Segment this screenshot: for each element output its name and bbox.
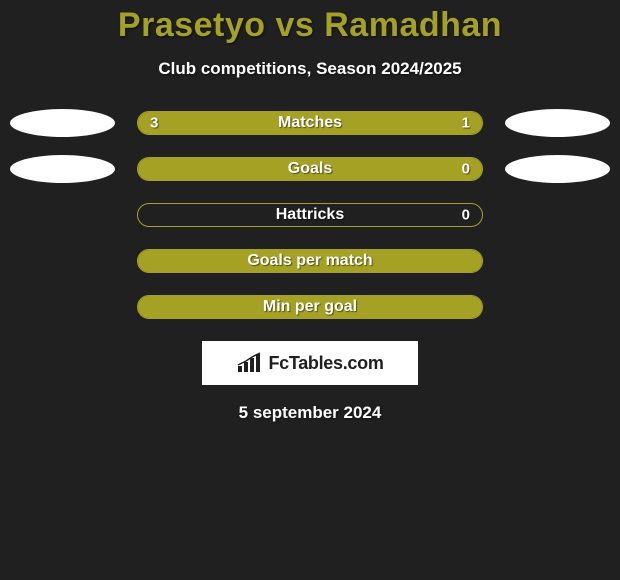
stat-rows-container: Matches31 Goals0 Hattricks0 Goals per match… [0, 111, 620, 319]
stat-row: Min per goal [0, 295, 620, 319]
bar-fill [138, 296, 482, 318]
stat-row: Hattricks0 [0, 203, 620, 227]
date-label: 5 september 2024 [0, 403, 620, 423]
subtitle: Club competitions, Season 2024/2025 [0, 59, 620, 79]
bar-fill-left [138, 112, 396, 134]
player-right-marker [505, 109, 610, 137]
stat-row: Goals per match [0, 249, 620, 273]
stat-bar: Matches31 [137, 111, 483, 135]
stat-bar: Goals per match [137, 249, 483, 273]
bars-icon [236, 352, 264, 374]
logo: FcTables.com [236, 352, 383, 374]
player-left-marker [10, 155, 115, 183]
bar-fill-right [396, 112, 482, 134]
bar-fill [138, 250, 482, 272]
stat-bar: Hattricks0 [137, 203, 483, 227]
stat-bar: Goals0 [137, 157, 483, 181]
stat-row: Matches31 [0, 111, 620, 135]
stat-label: Hattricks [138, 206, 482, 224]
bar-fill [138, 158, 482, 180]
stat-row: Goals0 [0, 157, 620, 181]
logo-box: FcTables.com [202, 341, 418, 385]
player-right-marker [505, 155, 610, 183]
stat-bar: Min per goal [137, 295, 483, 319]
player-left-marker [10, 109, 115, 137]
comparison-infographic: Prasetyo vs Ramadhan Club competitions, … [0, 0, 620, 423]
logo-text: FcTables.com [268, 353, 383, 374]
stat-value-right: 0 [462, 207, 470, 224]
page-title: Prasetyo vs Ramadhan [0, 6, 620, 45]
